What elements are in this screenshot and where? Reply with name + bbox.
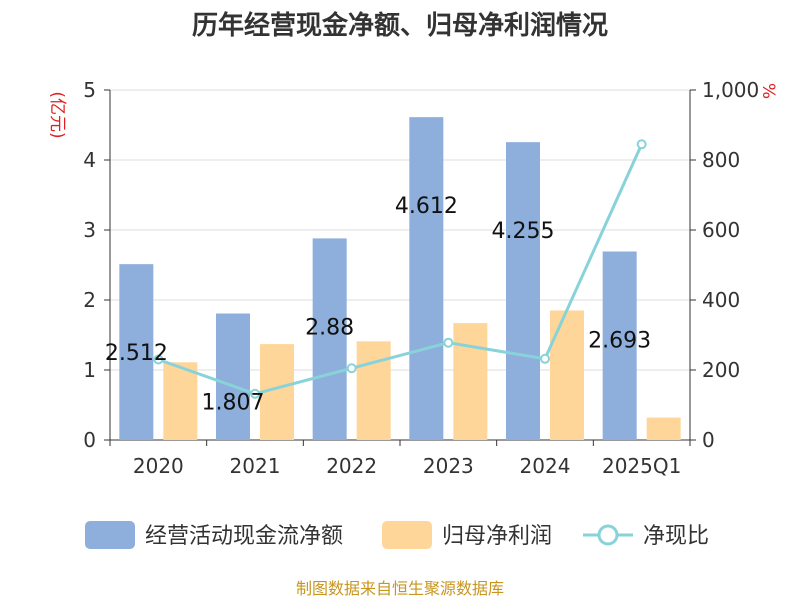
legend-marker-ratio [597, 524, 619, 546]
bar-cashflow [409, 117, 444, 440]
bar-profit [646, 417, 681, 440]
x-tick-label: 2021 [230, 454, 281, 478]
left-tick-labels: 0 1 2 3 4 5 [83, 78, 96, 452]
right-tick-label: 600 [702, 218, 740, 242]
bar-cashflow-label: 4.612 [395, 194, 458, 219]
legend: 经营活动现金流净额 归母净利润 净现比 [85, 521, 709, 549]
bar-profit [356, 341, 391, 440]
legend-label-profit: 归母净利润 [442, 524, 552, 549]
grid-lines [110, 89, 690, 371]
x-tick-label: 2022 [326, 454, 377, 478]
left-tick-label: 2 [83, 288, 96, 312]
source-note: 制图数据来自恒生聚源数据库 [296, 579, 504, 598]
ratio-point [636, 139, 647, 150]
ratio-point [443, 337, 454, 348]
left-tick-label: 5 [83, 78, 96, 102]
legend-label-ratio: 净现比 [643, 524, 709, 549]
bar-cashflow-label: 2.693 [588, 328, 651, 353]
bar-cashflow-label: 1.807 [202, 391, 265, 416]
x-tick-label: 2020 [133, 454, 184, 478]
ratio-point [153, 354, 164, 365]
right-axis-unit: % [758, 83, 778, 99]
left-tick-label: 0 [83, 428, 96, 452]
legend-item-ratio[interactable]: 净现比 [583, 524, 709, 549]
ratio-point [540, 353, 550, 364]
axes [104, 89, 696, 446]
bar-profit [453, 323, 488, 440]
bar-cashflow [312, 238, 347, 440]
bar-cashflow [602, 251, 637, 440]
ratio-line [153, 139, 647, 399]
left-tick-label: 1 [83, 358, 96, 382]
bars [119, 117, 681, 440]
right-tick-label: 200 [702, 358, 740, 382]
left-tick-label: 3 [83, 218, 96, 242]
bar-profit [163, 362, 198, 440]
bar-profit [550, 310, 584, 440]
x-tick-label: 2025Q1 [602, 454, 681, 478]
ratio-point [250, 388, 260, 399]
x-tick-labels: 2020 2021 2022 2023 2024 2025Q1 [133, 454, 681, 478]
legend-label-cashflow: 经营活动现金流净额 [145, 524, 343, 549]
right-tick-label: 1,000 [702, 78, 759, 102]
left-axis-unit: (亿元) [47, 91, 67, 138]
bar-cashflow-label: 2.512 [105, 341, 168, 366]
legend-item-profit[interactable]: 归母净利润 [382, 521, 552, 549]
right-tick-label: 400 [702, 288, 740, 312]
ratio-point [346, 363, 357, 374]
ratio-line-path [157, 143, 644, 396]
legend-item-cashflow[interactable]: 经营活动现金流净额 [85, 521, 343, 549]
data-labels: 2.512 1.807 2.88 4.612 4.255 2.693 [105, 194, 651, 415]
x-tick-label: 2023 [423, 454, 474, 478]
right-tick-label: 800 [702, 148, 740, 172]
legend-swatch-profit [382, 521, 432, 549]
chart-title: 历年经营现金净额、归母净利润情况 [192, 10, 608, 41]
right-tick-label: 0 [702, 428, 715, 452]
legend-swatch-cashflow [85, 521, 135, 549]
right-tick-labels: 0 200 400 600 800 1,000 [702, 78, 759, 452]
bar-cashflow-label: 4.255 [492, 219, 555, 244]
bar-cashflow [216, 313, 250, 440]
x-tick-label: 2024 [520, 454, 571, 478]
bar-cashflow [506, 142, 540, 440]
bar-cashflow [119, 264, 154, 440]
left-tick-label: 4 [83, 148, 96, 172]
bar-cashflow-label: 2.88 [305, 315, 354, 340]
